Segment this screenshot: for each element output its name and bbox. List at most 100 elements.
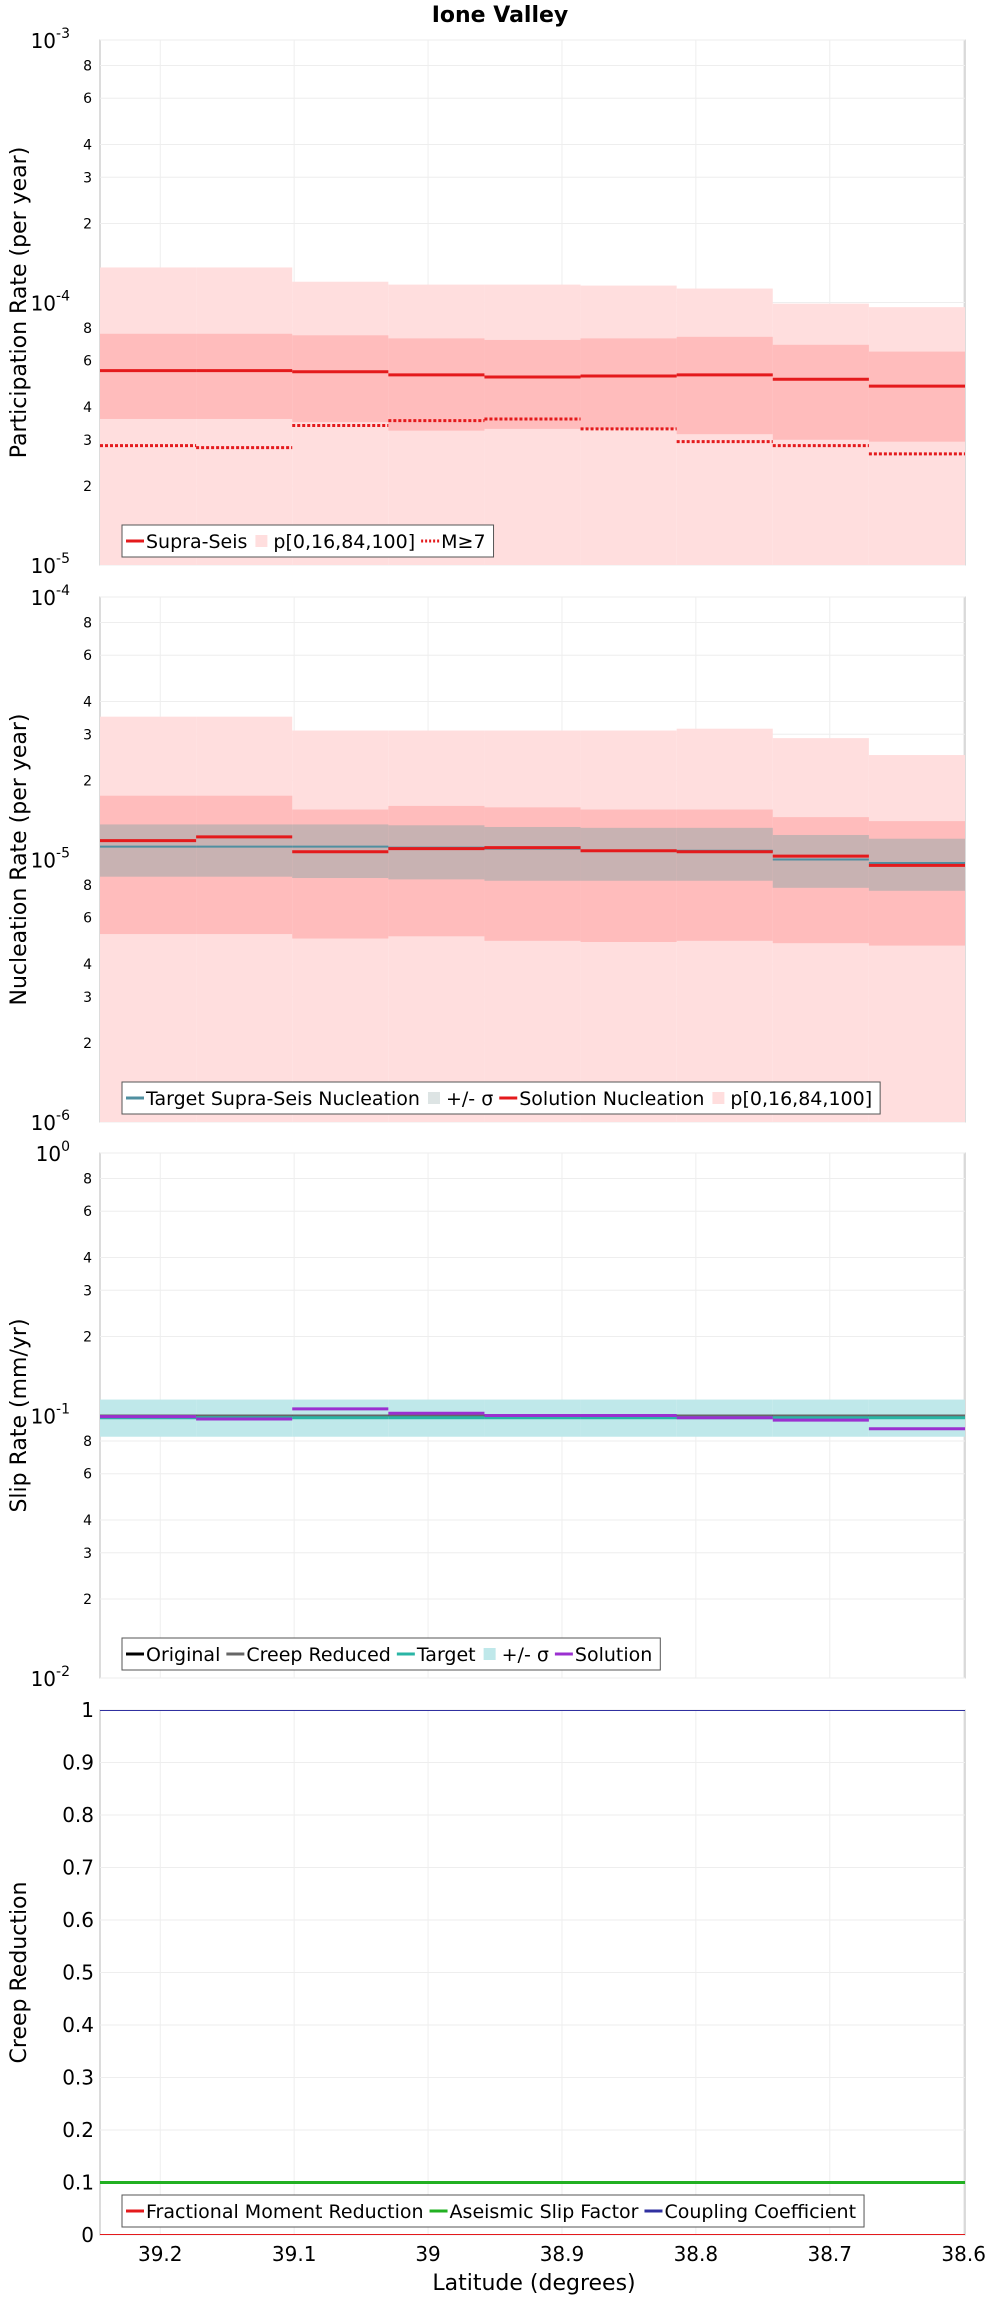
- y-minor-tick-label: 2: [83, 1592, 92, 1608]
- y-tick-label: 0.3: [62, 2066, 94, 2090]
- legend-swatch: [427, 1092, 440, 1104]
- band-p16-p84: [868, 351, 965, 442]
- legend-box: [121, 524, 495, 558]
- y-minor-tick-label: 3: [83, 990, 92, 1006]
- band-p16-p84: [484, 339, 581, 429]
- panel-4: 0 0.1 0.2 0.3 0.4 0.5 0.6 0.7 0.8 0.9 1 Creep Reduc…: [7, 1698, 966, 2247]
- panel-2: 10-6 2 3 4 6 8 10-5 2 3 4 6 8 10-4 Nucleation Rate (p…: [7, 583, 966, 1135]
- y-tick-label: 10-5: [31, 551, 70, 578]
- band-p16-p84: [772, 344, 869, 440]
- legend-label: Fractional Moment Reduction: [146, 2201, 424, 2223]
- panel-1: 10-5 2 3 4 6 8 10-4 2 3 4 6 8 10-3 Participation Rate…: [7, 26, 966, 578]
- y-minor-tick-label: 2: [83, 1329, 92, 1345]
- y-minor-tick-label: 8: [83, 321, 92, 337]
- legend-label: Original: [146, 1644, 220, 1666]
- legend-label: Aseismic Slip Factor: [450, 2201, 639, 2223]
- y-tick-label: 100: [36, 1139, 70, 1166]
- y-minor-tick-label: 4: [83, 1513, 92, 1529]
- y-minor-tick-label: 3: [83, 1283, 92, 1299]
- sigma-band: [196, 824, 293, 877]
- y-minor-tick-label: 4: [83, 957, 92, 973]
- y-minor-tick-label: 4: [83, 137, 92, 153]
- sigma-band: [484, 826, 581, 881]
- y-minor-tick-label: 6: [83, 648, 92, 664]
- y-minor-tick-label: 8: [83, 878, 92, 894]
- band-p16-p84: [196, 333, 293, 419]
- legend-box: [121, 2194, 865, 2228]
- y-axis-title: Creep Reduction: [7, 1882, 32, 2064]
- x-axis-title: Latitude (degrees): [432, 2271, 635, 2296]
- plot-data: [100, 716, 965, 1122]
- sigma-band: [676, 827, 773, 881]
- y-tick-label: 10-1: [31, 1402, 70, 1429]
- y-tick-label: 10-2: [31, 1664, 70, 1691]
- band-p0-p100: [292, 281, 389, 565]
- y-tick-label: 0.2: [62, 2118, 94, 2142]
- band-p16-p84: [292, 335, 389, 423]
- x-tick-label: 38.8: [674, 2242, 719, 2266]
- sigma-band: [100, 824, 197, 877]
- sigma-band: [580, 827, 677, 881]
- y-tick-label: 10-3: [31, 26, 70, 53]
- legend-label: Solution Nucleation: [519, 1088, 704, 1110]
- y-tick-label: 10-4: [31, 583, 71, 610]
- plot-data: [100, 1399, 965, 1437]
- y-minor-tick-label: 6: [83, 911, 92, 927]
- legend-label: Target Supra-Seis Nucleation: [145, 1088, 420, 1110]
- legend-label: p[0,16,84,100]: [730, 1088, 872, 1110]
- x-tick-label: 39: [415, 2242, 440, 2266]
- y-tick-label: 10-5: [31, 846, 70, 873]
- y-axis-title: Participation Rate (per year): [7, 147, 32, 459]
- band-p16-p84: [100, 333, 197, 419]
- legend-label: Coupling Coefficient: [664, 2201, 856, 2223]
- y-minor-tick-label: 6: [83, 354, 92, 370]
- x-tick-label: 38.9: [540, 2242, 585, 2266]
- y-minor-tick-label: 6: [83, 1467, 92, 1483]
- y-tick-label: 0.4: [62, 2013, 94, 2037]
- y-minor-tick-label: 3: [83, 727, 92, 743]
- legend-swatch: [483, 1648, 496, 1660]
- y-minor-tick-label: 2: [83, 216, 92, 232]
- legend: Original Creep Reduced Target +/- σ Solution: [121, 1637, 661, 1671]
- sigma-band: [772, 834, 869, 888]
- legend-label: Creep Reduced: [246, 1644, 390, 1666]
- legend-label: Solution: [575, 1644, 652, 1666]
- y-minor-tick-label: 6: [83, 1204, 92, 1220]
- band-p16-p84: [580, 338, 677, 429]
- y-tick-label: 10-6: [31, 1108, 71, 1135]
- y-axis-title: Slip Rate (mm/yr): [7, 1318, 32, 1512]
- y-tick-label: 0.8: [62, 1803, 94, 1827]
- band-p16-p84: [388, 338, 485, 431]
- legend-label: Target: [416, 1644, 476, 1666]
- y-tick-label: 0.9: [62, 1751, 94, 1775]
- y-tick-label: 0: [81, 2223, 94, 2247]
- y-minor-tick-label: 4: [83, 1250, 92, 1266]
- y-minor-tick-label: 3: [83, 1546, 92, 1562]
- y-minor-tick-label: 4: [83, 400, 92, 416]
- plot-data: [100, 1710, 965, 2235]
- y-minor-tick-label: 3: [83, 170, 92, 186]
- x-tick-label: 38.6: [941, 2242, 986, 2266]
- legend-label: +/- σ: [502, 1644, 549, 1666]
- y-tick-label: 0.5: [62, 1961, 94, 1985]
- legend-label: Supra-Seis: [146, 531, 247, 553]
- panel-3: 10-2 2 3 4 6 8 10-1 2 3 4 6 8 100 Slip Rate (mm/yr) Or…: [7, 1139, 966, 1691]
- plot-data: [100, 267, 965, 565]
- y-tick-label: 10-4: [31, 289, 71, 316]
- x-tick-label: 38.7: [807, 2242, 852, 2266]
- y-tick-label: 0.1: [62, 2171, 94, 2195]
- y-tick-label: 0.6: [62, 1908, 94, 1932]
- legend-label: M≥7: [441, 531, 485, 553]
- y-axis-title: Nucleation Rate (per year): [7, 714, 32, 1006]
- legend: Target Supra-Seis Nucleation +/- σ Solutio…: [121, 1081, 881, 1115]
- chart-title: Ione Valley: [432, 3, 569, 28]
- legend-swatch: [712, 1092, 725, 1104]
- y-minor-tick-label: 8: [83, 1434, 92, 1450]
- sigma-band: [388, 825, 485, 880]
- legend-label: p[0,16,84,100]: [273, 531, 415, 553]
- y-minor-tick-label: 6: [83, 91, 92, 107]
- band-p16-p84: [676, 336, 773, 435]
- legend: Fractional Moment Reduction Aseismic Slip…: [121, 2194, 865, 2228]
- y-tick-label: 0.7: [62, 1856, 94, 1880]
- y-tick-label: 1: [81, 1698, 94, 1722]
